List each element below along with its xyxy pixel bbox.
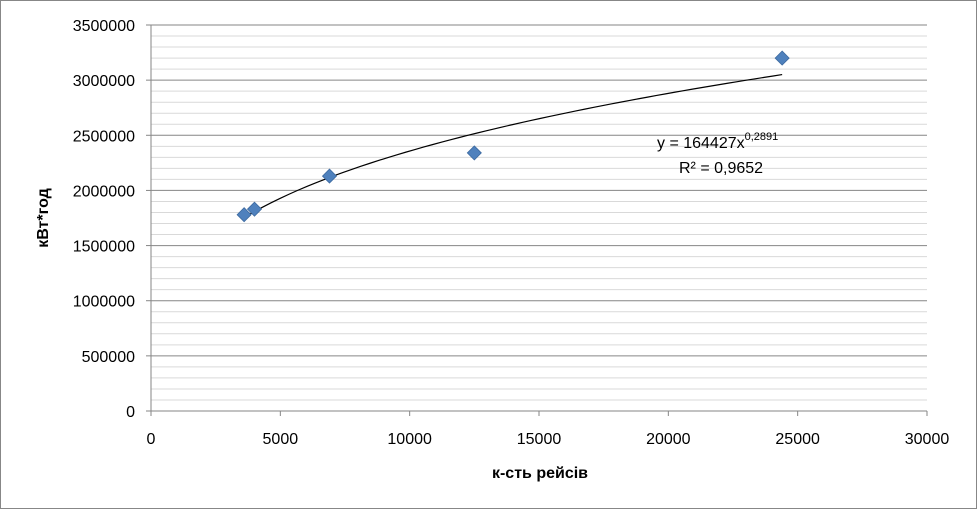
y-tick-label: 2000000 bbox=[73, 183, 135, 200]
trendline-r-squared: R² = 0,9652 bbox=[679, 160, 763, 177]
x-tick-label: 10000 bbox=[387, 431, 432, 448]
y-tick-label: 2500000 bbox=[73, 128, 135, 145]
tick-labels: 0 500000 1000000 1500000 2000000 2500000 30000… bbox=[73, 18, 950, 448]
trendline-equation-exponent: 0,2891 bbox=[745, 131, 779, 143]
trendline-equation-base: y = 164427x bbox=[657, 135, 745, 152]
x-tick-label: 20000 bbox=[646, 431, 691, 448]
gridlines bbox=[151, 24, 927, 401]
x-tick-label: 15000 bbox=[517, 431, 562, 448]
x-tick-label: 30000 bbox=[905, 431, 950, 448]
y-tick-label: 1000000 bbox=[73, 294, 135, 311]
data-points bbox=[236, 50, 790, 223]
x-axis-title: к-сть рейсів bbox=[492, 465, 588, 482]
y-axis-title: кВт*год bbox=[35, 188, 52, 248]
axes bbox=[146, 24, 928, 416]
y-tick-label: 3500000 bbox=[73, 18, 135, 35]
trendline-equation: y = 164427x0,2891 bbox=[657, 131, 778, 152]
y-tick-label: 1500000 bbox=[73, 239, 135, 256]
y-tick-label: 3000000 bbox=[73, 73, 135, 90]
data-point-marker bbox=[246, 201, 263, 217]
data-point-marker bbox=[236, 207, 252, 223]
data-point-marker bbox=[466, 145, 482, 161]
data-point-marker bbox=[774, 50, 790, 66]
x-tick-label: 0 bbox=[147, 431, 156, 448]
data-point-marker bbox=[321, 168, 338, 184]
y-tick-label: 500000 bbox=[82, 349, 135, 366]
x-tick-label: 5000 bbox=[263, 431, 299, 448]
y-tick-label: 0 bbox=[126, 404, 135, 421]
x-tick-label: 25000 bbox=[775, 431, 820, 448]
